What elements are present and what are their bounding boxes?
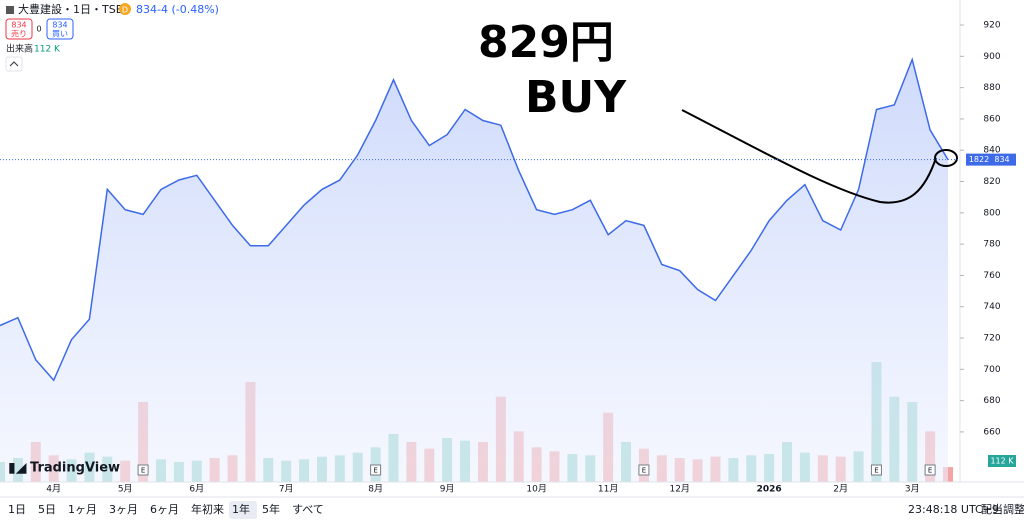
collapse-button[interactable]	[5, 56, 23, 72]
y-tick-label: 780	[983, 240, 1000, 250]
sell-button[interactable]	[5, 18, 33, 40]
volume-label: 出来高	[6, 43, 33, 55]
event-label: E	[928, 467, 932, 475]
x-tick-label: 3月	[905, 484, 920, 495]
x-tick-label: 4月	[46, 484, 61, 495]
countdown: 1822	[969, 155, 989, 164]
y-tick-label: 660	[983, 427, 1000, 437]
icon	[6, 6, 14, 14]
price-label: 834	[994, 155, 1009, 164]
x-tick-label: 7月	[279, 484, 294, 495]
event-label: E	[874, 467, 878, 475]
y-tick-label: 840	[983, 146, 1000, 156]
change: -4 (-0.48%)	[157, 3, 219, 16]
x-tick-label: 5月	[118, 484, 133, 495]
x-tick-label: 2月	[833, 484, 848, 495]
event-marker	[370, 464, 382, 476]
event-label: E	[373, 467, 377, 475]
y-tick-label: 760	[983, 271, 1000, 281]
range-button[interactable]: 1ヶ月	[68, 503, 97, 516]
x-tick-label: 10月	[526, 484, 546, 495]
y-tick-label: 860	[983, 114, 1000, 124]
sell-price: 834	[11, 21, 26, 30]
range-button[interactable]: 6ヶ月	[150, 503, 179, 516]
range-button[interactable]: 5日	[38, 503, 56, 516]
annotation: BUY	[525, 72, 627, 123]
event-marker	[638, 464, 650, 476]
volume-tag-label: 112 K	[990, 457, 1014, 466]
y-tick-label: 900	[983, 52, 1000, 62]
price-line	[0, 57, 949, 382]
buy-price: 834	[52, 21, 67, 30]
y-tick-label: 920	[983, 21, 1000, 31]
buy-label: 買い	[52, 30, 68, 39]
y-tick-label: 820	[983, 177, 1000, 187]
y-tick-label: 720	[983, 334, 1000, 344]
event-label: E	[141, 467, 145, 475]
volume-tag	[988, 455, 1016, 467]
x-tick-label: 6月	[189, 484, 204, 495]
y-tick-label: 800	[983, 208, 1000, 218]
event-marker	[137, 464, 149, 476]
range-button[interactable]: 1年	[232, 502, 250, 516]
annotation: 829円	[478, 17, 614, 68]
badge	[119, 3, 131, 15]
range-button[interactable]: 1日	[8, 503, 26, 516]
sell-label: 売り	[11, 29, 27, 39]
x-tick-label: 2026	[757, 485, 782, 495]
price: 834	[136, 3, 157, 16]
y-tick-label: 680	[983, 396, 1000, 406]
range-selected	[229, 501, 257, 519]
chevron	[9, 61, 19, 67]
x-tick-label: 9月	[440, 484, 455, 495]
event-label: E	[642, 467, 646, 475]
clock: 23:48:18 UTC+9	[908, 503, 999, 516]
y-tick-label: 700	[983, 365, 1000, 375]
adjust[interactable]: 配当調整	[981, 502, 1024, 516]
x-tick-label: 8月	[368, 484, 383, 495]
range-button[interactable]: すべて	[292, 503, 324, 516]
event-marker	[870, 464, 882, 476]
hand-drawn-curve	[681, 109, 937, 204]
x-tick-label: 12月	[669, 484, 689, 495]
range-button[interactable]: 年初来	[191, 502, 224, 516]
range-button[interactable]: 3ヶ月	[109, 503, 138, 516]
badge-text: D	[122, 6, 128, 15]
spread: 0	[36, 25, 41, 34]
buy-button[interactable]	[46, 18, 74, 40]
price-tag	[966, 153, 1016, 166]
volume-value: 112 K	[34, 45, 61, 55]
logo-mark: ▮◢	[8, 460, 27, 476]
y-tick-label: 740	[983, 302, 1000, 312]
area	[0, 59, 948, 482]
hand-drawn-circle	[934, 149, 958, 167]
x-tick-label: 11月	[598, 484, 618, 495]
event-marker	[924, 464, 936, 476]
logo: TradingView	[30, 461, 120, 476]
range-button[interactable]: 5年	[262, 502, 280, 516]
y-tick-label: 880	[983, 83, 1000, 93]
symbol: 大豊建設・1日・TSE	[18, 2, 123, 16]
